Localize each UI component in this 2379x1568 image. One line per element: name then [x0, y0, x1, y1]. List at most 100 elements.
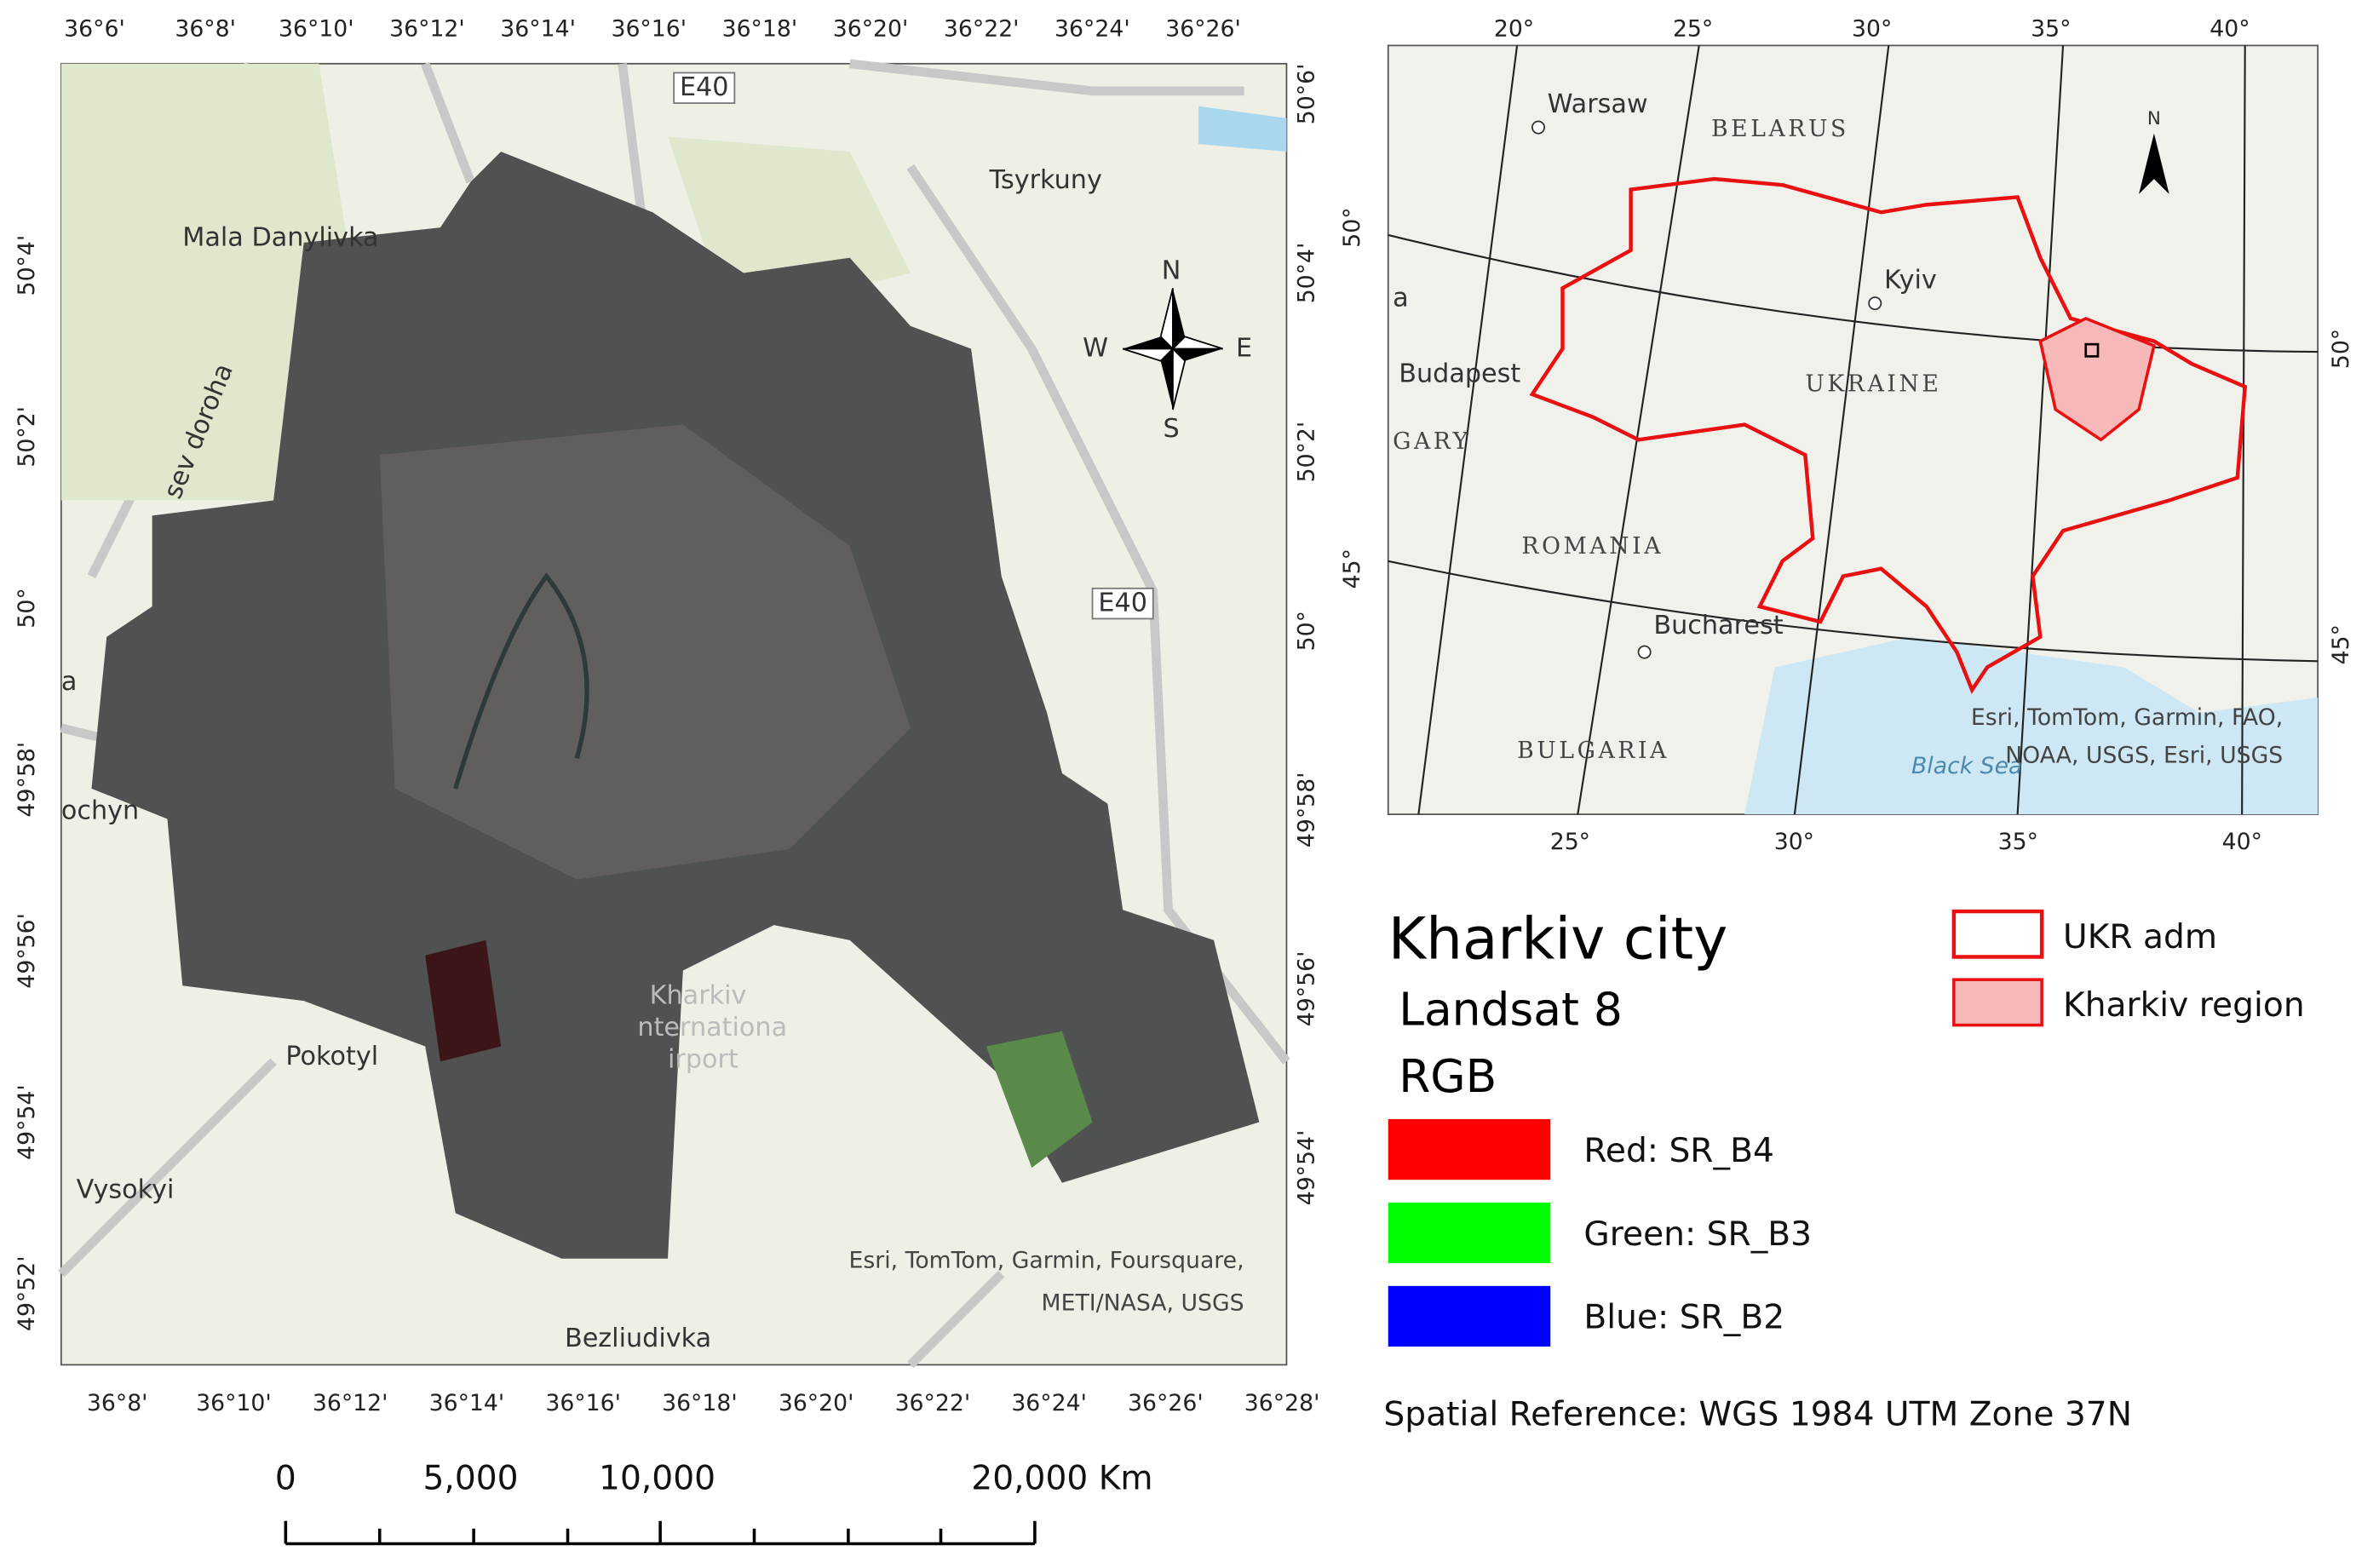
band-swatch — [1388, 1202, 1551, 1264]
tick-label: 49°52' — [14, 1255, 40, 1331]
graticule — [1388, 45, 2319, 815]
attribution: Esri, TomTom, Garmin, FAO, — [1971, 704, 2283, 731]
tick-label: 36°22' — [944, 16, 1020, 43]
north-arrow: N W E S — [1083, 256, 1252, 444]
scale-bar: 0 5,000 10,000 20,000 Km — [275, 1459, 1153, 1546]
tick-label: 36°18' — [722, 16, 798, 43]
sea — [1744, 636, 2319, 815]
tick-label: 36°8' — [175, 16, 236, 43]
kharkiv-region — [2038, 316, 2156, 442]
place-label: Tsyrkuny — [988, 165, 1101, 195]
north-arrow — [2139, 133, 2169, 194]
place-label: nternationa — [637, 1013, 787, 1042]
band-label: Blue: SR_B2 — [1583, 1299, 1784, 1337]
legend-composite: RGB — [1399, 1049, 1497, 1103]
place-label: Pokotyl — [285, 1042, 378, 1071]
tick-label: 36°18' — [662, 1390, 738, 1416]
tick-label: 50° — [14, 588, 40, 628]
frame-ticks: 36°6' 36°8' 36°10' 36°12' 36°14' 36°16' 36°18'… — [14, 16, 2354, 1416]
place-label: Budapest — [1399, 359, 1520, 389]
tick-label: 45° — [2328, 624, 2354, 664]
urban-core — [379, 424, 911, 880]
tick-label: 30° — [1852, 16, 1892, 43]
band-swatch — [1388, 1118, 1551, 1180]
tick-label: 36°14' — [429, 1390, 505, 1416]
tick-label: 36°14' — [500, 16, 576, 43]
tick-label: 40° — [2209, 16, 2250, 43]
tick-label: 36°26' — [1128, 1390, 1204, 1416]
tick-label: 36°12' — [313, 1390, 388, 1416]
attribution: METI/NASA, USGS — [1042, 1289, 1244, 1316]
band-swatch — [1388, 1285, 1551, 1347]
attribution: Esri, TomTom, Garmin, Foursquare, — [848, 1247, 1244, 1273]
tick-label: 36°20' — [833, 16, 909, 43]
boundary-label: Kharkiv region — [2063, 986, 2305, 1025]
main-map: E40 E40 Mala Danylivka Tsyrkuny sev doro… — [58, 59, 1290, 1369]
boundary-swatch — [1951, 909, 2044, 959]
sea-label: Black Sea — [1911, 753, 2022, 779]
place-label: Warsaw — [1548, 89, 1648, 119]
compass-label: S — [1164, 414, 1180, 444]
tick-label: 36°24' — [1011, 1390, 1087, 1416]
tick-label: 45° — [1339, 549, 1365, 589]
field — [425, 939, 502, 1062]
band-label: Red: SR_B4 — [1583, 1132, 1773, 1170]
place-label: Kharkiv — [650, 981, 747, 1011]
scale-label: 10,000 — [599, 1459, 715, 1497]
place-label: Bucharest — [1653, 611, 1783, 640]
compass-label: W — [1083, 333, 1108, 363]
compass-label: E — [1236, 333, 1252, 363]
tick-label: 25° — [1550, 829, 1590, 855]
road-label: E40 — [680, 72, 729, 102]
country-label: BULGARIA — [1517, 738, 1669, 764]
tick-label: 36°16' — [545, 1390, 621, 1416]
water — [1198, 106, 1287, 152]
compass-label: N — [1162, 256, 1181, 286]
place-label: a — [61, 667, 78, 697]
country-label: BELARUS — [1711, 116, 1849, 142]
country-label: ROMANIA — [1521, 533, 1664, 560]
tick-label: 36°6' — [64, 16, 125, 43]
tick-label: 36°20' — [779, 1390, 854, 1416]
place-label: Bezliudivka — [565, 1324, 711, 1353]
tick-label: 49°58' — [14, 742, 40, 818]
tick-label: 36°22' — [895, 1390, 971, 1416]
place-label: ochyn — [61, 795, 139, 825]
place-label: Mala Danylivka — [182, 222, 378, 252]
tick-label: 36°8' — [87, 1390, 148, 1416]
legend-subtitle: Landsat 8 — [1399, 983, 1623, 1037]
tick-label: 25° — [1673, 16, 1713, 43]
tick-label: 36°26' — [1165, 16, 1241, 43]
tick-label: 40° — [2222, 829, 2262, 855]
tick-label: 36°12' — [389, 16, 465, 43]
tick-label: 36°10' — [196, 1390, 272, 1416]
tick-label: 49°54' — [1293, 1130, 1319, 1206]
capital-marker — [1531, 120, 1546, 135]
road-label: E40 — [1098, 589, 1147, 618]
road-shield — [1091, 587, 1154, 620]
north-label: N — [2147, 108, 2161, 129]
scale-label: 20,000 Km — [971, 1459, 1152, 1497]
tick-label: 36°24' — [1054, 16, 1130, 43]
city-marker — [2084, 342, 2100, 358]
place-label: a — [1393, 284, 1409, 313]
legend-title: Kharkiv city — [1388, 905, 1728, 972]
tick-label: 20° — [1494, 16, 1534, 43]
scale-label: 5,000 — [423, 1459, 519, 1497]
scale-label: 0 — [275, 1459, 296, 1497]
country-label: GARY — [1393, 428, 1471, 455]
tick-label: 50°4' — [1293, 243, 1319, 304]
ukraine-boundary — [1529, 176, 2248, 694]
band-label: Green: SR_B3 — [1583, 1215, 1812, 1254]
boundary-label: UKR adm — [2063, 918, 2217, 956]
tick-label: 35° — [2031, 16, 2071, 43]
attribution: NOAA, USGS, Esri, USGS — [2005, 743, 2283, 769]
tick-label: 50°6' — [1293, 64, 1319, 125]
tick-label: 50° — [2328, 329, 2354, 369]
road-shield — [673, 72, 736, 104]
river — [453, 572, 589, 790]
tick-label: 49°54' — [14, 1084, 40, 1160]
place-label: irport — [668, 1044, 738, 1074]
place-label: Kyiv — [1884, 265, 1937, 295]
